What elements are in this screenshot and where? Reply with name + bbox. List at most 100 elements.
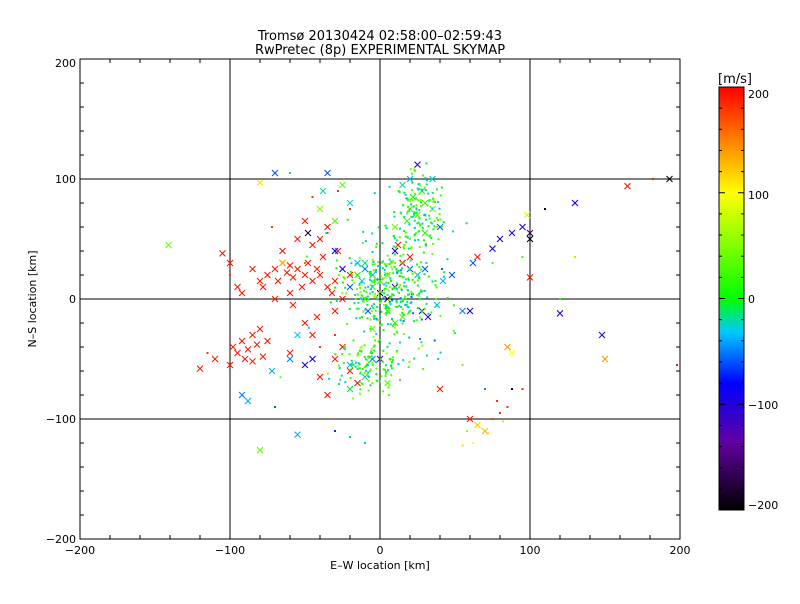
data-point-dot bbox=[413, 281, 416, 284]
data-point-dot bbox=[433, 339, 436, 342]
data-point-dot bbox=[408, 293, 411, 296]
data-point-x bbox=[226, 259, 234, 267]
data-point-x bbox=[448, 271, 456, 279]
data-point-dot bbox=[384, 375, 387, 378]
data-point-dot bbox=[375, 317, 378, 320]
x-tick-label: 200 bbox=[670, 544, 691, 557]
data-point-dot bbox=[415, 204, 418, 207]
data-point-dot bbox=[421, 290, 424, 293]
data-point-dot bbox=[389, 358, 392, 361]
data-point-dot bbox=[413, 168, 416, 171]
data-point-dot bbox=[429, 234, 432, 237]
data-point-x bbox=[304, 229, 312, 237]
data-point-dot bbox=[430, 177, 433, 180]
data-point-x bbox=[369, 325, 376, 333]
data-point-dot bbox=[382, 390, 385, 393]
data-point-dot bbox=[366, 303, 369, 306]
data-point-dot bbox=[377, 264, 380, 267]
y-tick-labels: −200 −100 0 100 200 bbox=[46, 57, 76, 546]
data-point-dot bbox=[415, 197, 418, 200]
data-point-dot bbox=[390, 364, 393, 367]
data-point-dot bbox=[404, 303, 407, 306]
data-point-dot bbox=[372, 315, 375, 318]
data-point-dot bbox=[376, 318, 379, 321]
data-point-dot bbox=[354, 365, 357, 368]
data-point-x bbox=[666, 175, 673, 183]
data-point-x bbox=[346, 199, 354, 207]
data-point-x bbox=[264, 337, 271, 345]
data-point-x bbox=[253, 341, 261, 348]
data-point-dot bbox=[415, 319, 418, 322]
data-point-dot bbox=[358, 380, 361, 383]
data-point-dot bbox=[417, 221, 420, 224]
data-point-dot bbox=[420, 309, 423, 312]
data-point-dot bbox=[307, 326, 310, 329]
data-point-dot bbox=[369, 270, 372, 273]
data-point-dot bbox=[356, 368, 359, 371]
data-point-dot bbox=[440, 186, 443, 189]
data-point-dot bbox=[378, 318, 381, 321]
data-point-dot bbox=[383, 273, 386, 276]
data-point-x bbox=[459, 307, 466, 315]
data-point-dot bbox=[371, 291, 374, 294]
data-point-dot bbox=[446, 258, 449, 261]
data-point-dot bbox=[368, 278, 371, 281]
data-point-dot bbox=[229, 274, 231, 276]
data-point-dot bbox=[365, 373, 368, 376]
data-point-dot bbox=[344, 381, 347, 384]
data-point-x bbox=[238, 337, 246, 345]
data-point-dot bbox=[396, 288, 399, 291]
data-point-dot bbox=[559, 298, 561, 300]
data-point-dot bbox=[411, 189, 414, 192]
data-point-dot bbox=[400, 300, 403, 303]
data-point-dot bbox=[353, 282, 356, 285]
data-point-dot bbox=[381, 242, 384, 245]
data-point-dot bbox=[366, 295, 369, 298]
data-point-dot bbox=[419, 290, 422, 293]
data-point-x bbox=[346, 367, 354, 375]
data-point-dot bbox=[395, 330, 398, 333]
data-point-x bbox=[391, 223, 399, 231]
data-point-dot bbox=[383, 289, 386, 292]
data-point-dot bbox=[491, 262, 494, 264]
data-point-dot bbox=[398, 190, 401, 193]
data-point-dot bbox=[465, 222, 468, 225]
data-point-dot bbox=[403, 191, 406, 194]
data-point-dot bbox=[435, 286, 438, 289]
data-point-dot bbox=[402, 313, 405, 316]
data-point-dot bbox=[357, 364, 360, 367]
data-point-dot bbox=[415, 294, 418, 297]
data-point-dot bbox=[271, 226, 273, 228]
data-point-x bbox=[504, 343, 511, 351]
data-point-dot bbox=[397, 269, 400, 272]
data-point-dot bbox=[379, 324, 382, 327]
colorbar-tick-label: −100 bbox=[748, 399, 778, 412]
data-point-x bbox=[526, 235, 534, 243]
data-point-dot bbox=[344, 286, 347, 289]
data-point-dot bbox=[354, 263, 357, 266]
data-point-dot bbox=[389, 303, 392, 306]
data-point-dot bbox=[359, 286, 362, 289]
data-point-x bbox=[274, 277, 282, 285]
data-point-x bbox=[406, 253, 414, 261]
data-point-dot bbox=[403, 244, 406, 247]
data-point-dot bbox=[411, 198, 414, 201]
data-point-dot bbox=[375, 367, 378, 370]
data-point-dot bbox=[393, 215, 396, 218]
data-point-x bbox=[384, 379, 391, 387]
data-point-dot bbox=[419, 298, 422, 301]
colorbar-tick-label: 0 bbox=[748, 293, 755, 306]
colorbar-tick-label: −200 bbox=[748, 499, 778, 512]
data-point-dot bbox=[379, 265, 382, 268]
data-point-dot bbox=[367, 285, 370, 288]
data-point-dot bbox=[384, 313, 387, 316]
data-point-dot bbox=[435, 216, 438, 219]
data-point-x bbox=[496, 235, 504, 243]
data-point-dot bbox=[363, 371, 366, 374]
data-point-dot bbox=[359, 371, 362, 374]
data-point-x bbox=[523, 211, 531, 219]
data-point-dot bbox=[360, 382, 363, 385]
data-point-dot bbox=[372, 306, 375, 309]
data-point-dot bbox=[387, 369, 390, 372]
data-point-x bbox=[268, 367, 276, 375]
